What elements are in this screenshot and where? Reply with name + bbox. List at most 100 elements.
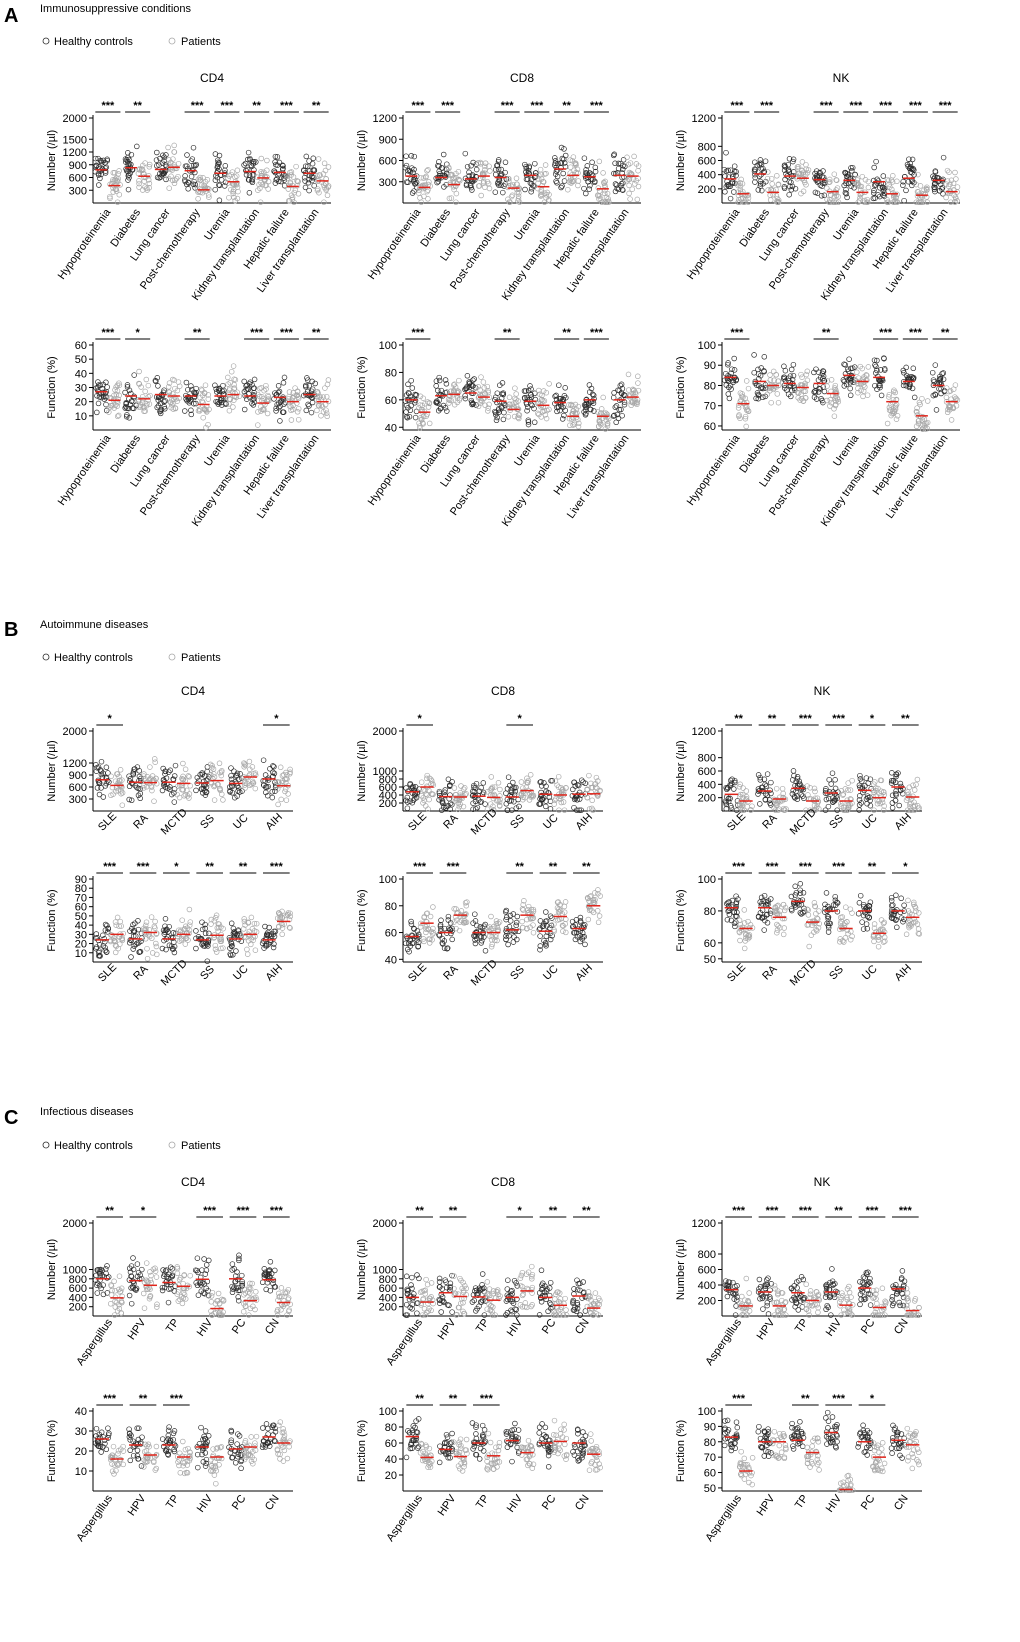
patient-point <box>115 175 122 182</box>
y-tick-label: 300 <box>69 794 87 806</box>
patient-point <box>226 407 233 414</box>
patient-point <box>567 422 573 429</box>
control-point <box>271 396 277 402</box>
patient-point <box>169 396 175 403</box>
significance-label: ** <box>562 327 571 339</box>
patient-point <box>743 378 750 384</box>
control-point <box>617 160 624 167</box>
control-point <box>510 779 516 786</box>
patient-point <box>795 163 802 170</box>
patient-point <box>197 394 203 401</box>
patient-point <box>420 175 427 181</box>
chart-title: NK <box>814 684 831 698</box>
section-title: Autoimmune diseases <box>40 619 149 631</box>
control-point <box>505 941 511 948</box>
patient-point <box>136 381 143 387</box>
control-point <box>437 170 443 177</box>
control-point <box>306 187 312 194</box>
control-point <box>212 382 218 389</box>
patient-point <box>426 796 432 803</box>
patient-point <box>487 168 493 174</box>
control-point <box>562 152 569 159</box>
patient-point <box>425 167 431 173</box>
patient-point <box>506 199 513 205</box>
patient-point <box>543 415 550 422</box>
patient-point <box>805 912 812 918</box>
control-point <box>154 163 160 169</box>
patient-point <box>768 186 774 192</box>
x-tick-label: UC <box>231 812 251 832</box>
patient-point <box>635 373 641 380</box>
x-tick-label: Uremia <box>202 206 233 243</box>
patient-point <box>570 414 576 421</box>
control-point <box>130 946 136 952</box>
patient-point <box>479 172 486 178</box>
x-tick-label: RA <box>760 812 780 832</box>
patient-point <box>417 195 423 201</box>
patient-point <box>627 160 634 166</box>
patient-point <box>141 178 148 184</box>
control-point <box>193 161 200 168</box>
y-tick-label: 300 <box>379 177 397 189</box>
patient-point <box>626 182 632 189</box>
significance-label: ** <box>901 713 910 725</box>
patient-point <box>854 369 860 376</box>
control-point <box>592 168 599 175</box>
y-tick-label: 80 <box>704 380 716 392</box>
control-point <box>413 408 420 415</box>
patient-point <box>146 164 153 170</box>
control-point <box>823 890 830 896</box>
patient-point <box>453 199 459 205</box>
control-point <box>251 158 257 165</box>
patient-point <box>513 396 519 403</box>
significance-label: *** <box>832 861 846 873</box>
patient-point <box>255 422 261 428</box>
x-tick-label: RA <box>760 963 780 983</box>
control-point <box>251 399 258 405</box>
control-point <box>104 1263 110 1269</box>
patient-point <box>875 943 882 950</box>
patient-point <box>114 413 121 420</box>
control-point <box>763 178 769 185</box>
control-point <box>172 762 179 769</box>
control-point <box>900 182 906 189</box>
control-point <box>223 400 229 407</box>
patient-point <box>516 199 523 205</box>
control-point <box>502 169 508 176</box>
control-point <box>216 160 222 166</box>
control-point <box>441 184 447 190</box>
control-point <box>188 386 195 393</box>
control-point <box>236 776 242 783</box>
section-title: Immunosuppressive conditions <box>40 3 192 15</box>
patient-point <box>171 149 177 155</box>
patient-point <box>448 171 454 178</box>
patient-point <box>114 403 120 409</box>
legend-patients-marker <box>168 653 176 661</box>
significance-label: *** <box>939 100 953 112</box>
panel-letter: B <box>4 619 18 641</box>
x-tick-label: SS <box>508 812 527 831</box>
significance-label: *** <box>270 861 284 873</box>
control-point <box>525 419 532 425</box>
control-point <box>901 197 907 204</box>
patient-point <box>596 158 603 165</box>
patient-point <box>775 182 782 188</box>
control-point <box>303 407 310 414</box>
patient-point <box>152 918 158 925</box>
control-point <box>524 407 530 414</box>
patient-point <box>485 389 492 396</box>
patient-point <box>119 802 126 808</box>
patient-point <box>424 168 430 174</box>
patient-point <box>586 772 592 779</box>
x-tick-label: SLE <box>96 810 119 833</box>
control-point <box>842 190 849 196</box>
control-point <box>192 181 199 188</box>
control-point <box>590 392 597 399</box>
patient-point <box>845 780 851 786</box>
control-point <box>162 406 168 412</box>
patient-point <box>289 182 296 189</box>
patient-point <box>264 157 270 164</box>
patient-point <box>541 171 548 177</box>
patient-point <box>430 904 436 910</box>
